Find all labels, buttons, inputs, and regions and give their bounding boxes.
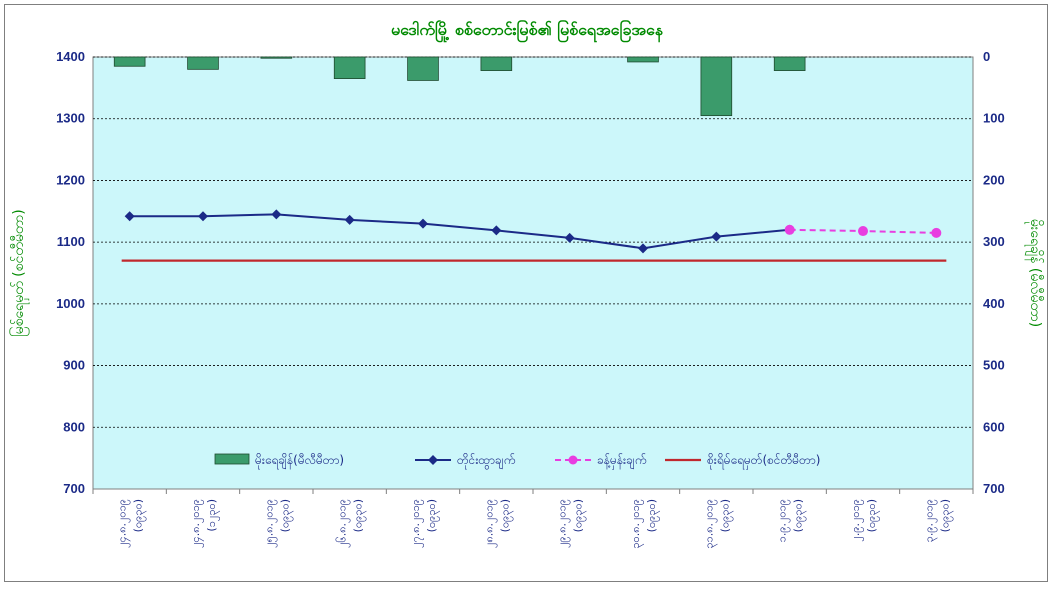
x-tick-time: (၀၉၃၀) (278, 499, 293, 532)
x-tick-time: (၀၉၃၀) (792, 499, 807, 532)
x-tick-group: ၃၀.၈.၂၀၁၉ (၀၉၃၀) (629, 499, 660, 549)
gridlines (93, 56, 973, 428)
rainfall-bars (113, 56, 806, 117)
y2-tick-label: 100 (983, 111, 1005, 126)
right-axis-ticks: 700 600 500 400 300 200 100 0 (983, 49, 1005, 496)
river-level-chart: မဒေါက်မြို့ စစ်တောင်းမြစ်၏ မြစ်ရေအခြေအနေ… (10, 19, 1043, 549)
legend-label: တိုင်းထွာချက် (457, 452, 515, 470)
rainfall-bar (113, 56, 146, 67)
x-tick-date: ၂၄.၈.၂၀၁၉ (189, 499, 204, 548)
y2-axis-title: မိုးရေချိန် (မီလီမီတာ) (1025, 219, 1043, 327)
x-tick-time: (၀၉၃၀) (498, 499, 513, 532)
y-tick-label: 1400 (56, 49, 85, 64)
x-tick-date: ၂၆.၈.၂၀၁၉ (336, 499, 351, 548)
legend-label: မိုးရေချိန်(မီလီမီတာ) (255, 452, 344, 470)
y-tick-label: 800 (63, 419, 85, 434)
plot-area (92, 56, 974, 490)
x-tick-group: ၁.၉.၂၀၁၉ (၀၉၃၀) (776, 499, 807, 542)
y-axis-title: မြစ်ရေမှတ် (စင်တီမီတာ) (10, 209, 29, 337)
x-tick-date: ၃၁.၈.၂၀၁၉ (702, 499, 717, 549)
x-tick-group: ၂၄.၈.၂၀၁၉ (၀၉၃၀) (116, 499, 147, 548)
observed-point (344, 214, 355, 225)
legend-label: စိုးရိမ်ရေမှတ်(စင်တီမီတာ) (707, 452, 820, 470)
x-tick-time: (၀၉၃၀) (938, 499, 953, 532)
x-tick-group: ၃.၉.၂၀၁၉ (၀၉၃၀) (922, 499, 953, 542)
x-tick-time: (၀၉၃၀) (572, 499, 587, 532)
y2-tick-label: 400 (983, 296, 1005, 311)
y2-tick-label: 500 (983, 358, 1005, 373)
forecast-point (931, 227, 942, 238)
y-tick-label: 1000 (56, 296, 85, 311)
y-tick-label: 1100 (57, 234, 85, 249)
x-tick-date: ၂.၉.၂၀၁၉ (849, 499, 864, 542)
x-tick-group: ၂၈.၈.၂၀၁၉ (၀၉၃၀) (482, 499, 513, 548)
legend-swatch-rainfall (214, 453, 250, 465)
legend: မိုးရေချိန်(မီလီမီတာ) တိုင်းထွာချက် ခန့်မှ… (214, 452, 820, 470)
y2-tick-label: 200 (983, 172, 1005, 187)
x-tick-date: ၂၅.၈.၂၀၁၉ (262, 499, 277, 548)
x-tick-group: ၂၇.၈.၂၀၁၉ (၀၉၃၀) (409, 499, 440, 548)
y-tick-label: 900 (63, 358, 85, 373)
x-tick-time: (၁၂၃၀) (205, 499, 220, 532)
series-lines (121, 209, 947, 262)
x-tick-group: ၂၆.၈.၂၀၁၉ (၀၉၃၀) (336, 499, 367, 548)
observed-line (129, 213, 790, 250)
rainfall-bar (627, 56, 659, 63)
x-axis-ticks: ၂၄.၈.၂၀၁၉ (၀၉၃၀) ၂၄.၈.၂၀၁၉ (၁၂၃၀) ၂၅.၈.၂၀၁၉(… (92, 489, 974, 549)
y2-tick-label: 700 (983, 481, 1005, 496)
legend-marker-forecast (568, 455, 578, 465)
rainfall-bar (187, 56, 219, 70)
forecast-point (858, 226, 868, 237)
x-tick-date: ၂၄.၈.၂၀၁၉ (116, 499, 131, 548)
rainfall-bar (407, 56, 439, 81)
x-tick-time: (၀၉၃၀) (718, 499, 733, 532)
rainfall-bar (773, 56, 806, 71)
x-tick-date: ၃.၉.၂၀၁၉ (922, 499, 937, 542)
chart-frame: မဒေါက်မြို့ စစ်တောင်းမြစ်၏ မြစ်ရေအခြေအနေ… (4, 4, 1048, 582)
observed-point (638, 243, 648, 254)
y2-tick-label: 0 (983, 49, 990, 64)
rainfall-bar (480, 56, 513, 71)
y-tick-label: 1300 (56, 111, 85, 126)
x-tick-group: ၂၄.၈.၂၀၁၉ (၁၂၃၀) (189, 499, 220, 548)
x-tick-group: ၂.၉.၂၀၁၉ (၀၉၃၀) (849, 499, 880, 542)
y2-tick-label: 300 (983, 234, 1005, 249)
legend-label: ခန့်မှန်းချက် (597, 452, 646, 470)
y2-tick-label: 600 (983, 419, 1005, 434)
observed-point (418, 218, 428, 229)
observed-point (198, 211, 208, 222)
legend-marker-observed (428, 455, 438, 465)
x-tick-group: ၂၉.၈.၂၀၁၉ (၀၉၃၀) (556, 499, 587, 548)
rainfall-bar (700, 56, 733, 117)
x-tick-time: (၀၉၃၀) (132, 499, 147, 532)
observed-point (711, 231, 722, 242)
y-tick-label: 700 (63, 481, 85, 496)
rainfall-bar (260, 56, 293, 59)
forecast-point (784, 224, 795, 235)
x-tick-group: ၂၅.၈.၂၀၁၉ (၀၉၃၀) (262, 499, 293, 548)
left-axis-ticks: 700 800 900 1000 1100 1200 1300 1400 (56, 49, 85, 496)
observed-point (564, 232, 575, 243)
x-tick-date: ၂၉.၈.၂၀၁၉ (556, 499, 571, 548)
x-tick-time: (၀၉၃၀) (645, 499, 660, 532)
x-tick-group: ၃၁.၈.၂၀၁၉ (၀၉၃၀) (702, 499, 733, 549)
observed-point (491, 225, 502, 236)
x-tick-date: ၁.၉.၂၀၁၉ (776, 499, 791, 542)
y-tick-label: 1200 (56, 172, 85, 187)
chart-title: မဒေါက်မြို့ စစ်တောင်းမြစ်၏ မြစ်ရေအခြေအနေ (391, 19, 664, 43)
x-tick-time: (၀၉၃၀) (425, 499, 440, 532)
observed-point (124, 211, 135, 222)
rainfall-bar (333, 56, 366, 80)
x-tick-date: ၃၀.၈.၂၀၁၉ (629, 499, 644, 549)
x-tick-time: (၀၉၃၀) (865, 499, 880, 532)
x-tick-date: ၂၈.၈.၂၀၁၉ (482, 499, 497, 548)
x-tick-time: (၀၉၃၀) (352, 499, 367, 532)
observed-point (271, 209, 282, 220)
x-tick-date: ၂၇.၈.၂၀၁၉ (409, 499, 424, 548)
